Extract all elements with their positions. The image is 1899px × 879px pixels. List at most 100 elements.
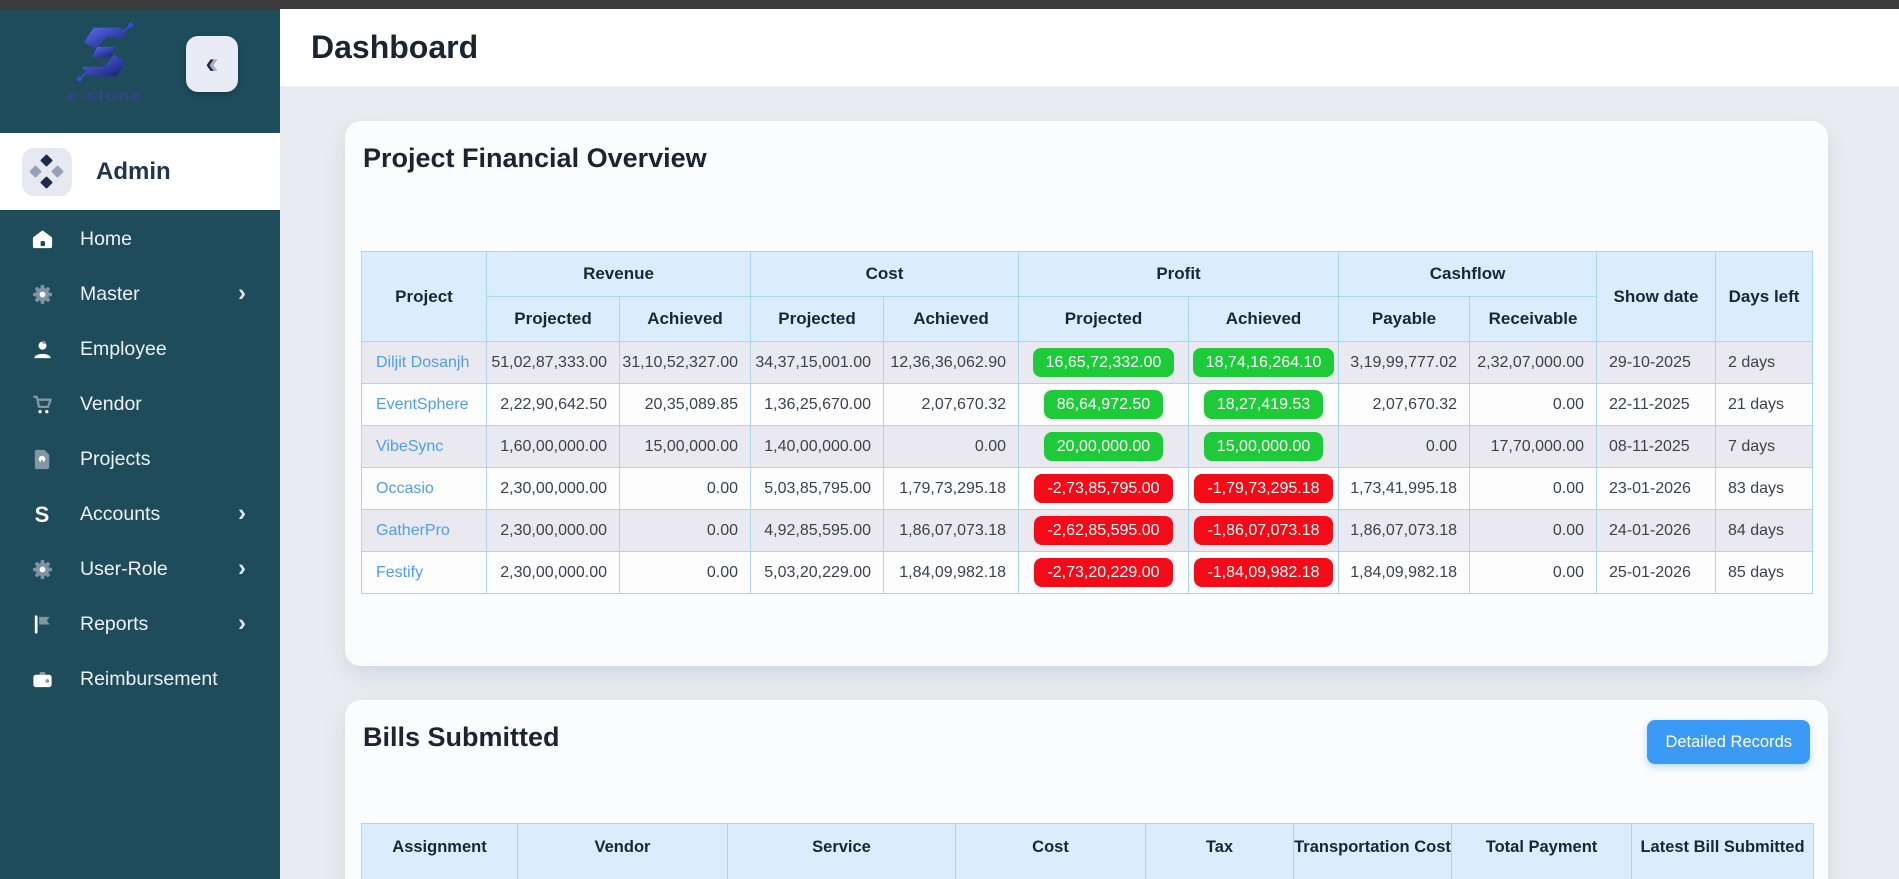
chevron-right-icon: › [238, 279, 246, 307]
app-logo: e-stone [40, 20, 170, 106]
cell-revenue-achieved: 15,00,000.00 [619, 425, 751, 468]
cell-payable: 1,86,07,073.18 [1338, 509, 1471, 552]
sub-header-payable: Payable [1338, 296, 1471, 342]
table-sub-header-row: Projected Achieved Projected Achieved Pr… [362, 296, 1813, 342]
sub-header-revenue-achieved: Achieved [619, 296, 751, 342]
profit-badge: 16,65,72,332.00 [1032, 347, 1175, 378]
sub-header-profit-achieved: Achieved [1187, 296, 1340, 342]
financial-overview-card: Project Financial Overview Project Reven… [345, 121, 1828, 666]
cell-profit-projected: -2,73,20,229.00 [1018, 551, 1189, 594]
cell-revenue-projected: 2,30,00,000.00 [486, 467, 620, 510]
project-link[interactable]: Festify [376, 563, 424, 581]
cell-receivable: 0.00 [1469, 383, 1598, 426]
cell-cost-achieved: 0.00 [883, 425, 1019, 468]
cell-show-date: 22-11-2025 [1596, 383, 1717, 426]
sub-header-profit-projected: Projected [1018, 296, 1189, 342]
cell-profit-achieved: -1,86,07,073.18 [1187, 509, 1340, 552]
sidebar-item-reimbursement[interactable]: Reimbursement [0, 652, 280, 707]
sidebar-item-master[interactable]: Master › [0, 267, 280, 322]
bills-table-header: Assignment Vendor Service Cost Tax Trans… [361, 823, 1814, 879]
cell-project: VibeSync [361, 425, 487, 468]
cell-project: Occasio [361, 467, 487, 510]
bills-submitted-card: Bills Submitted Detailed Records Assignm… [345, 700, 1828, 879]
bills-submitted-title: Bills Submitted [363, 722, 560, 752]
currency-icon: S [34, 501, 50, 527]
collapse-chevron-icon: ‹ [205, 47, 216, 80]
cell-profit-achieved: -1,84,09,982.18 [1187, 551, 1340, 594]
cell-cost-projected: 5,03,85,795.00 [750, 467, 884, 510]
cell-project: GatherPro [361, 509, 487, 552]
profit-badge: -2,73,20,229.00 [1034, 557, 1173, 588]
profit-badge: 15,00,000.00 [1203, 431, 1324, 462]
bills-col-transportation-cost: Transportation Cost [1293, 824, 1451, 879]
chevron-right-icon: › [238, 554, 246, 582]
cell-cost-achieved: 1,84,09,982.18 [883, 551, 1019, 594]
logo-wordmark: e-stone [67, 86, 143, 105]
sidebar-item-accounts[interactable]: S Accounts › [0, 487, 280, 542]
sidebar-item-reports[interactable]: Reports › [0, 597, 280, 652]
table-row: EventSphere 2,22,90,642.50 20,35,089.85 … [361, 383, 1814, 426]
cell-revenue-achieved: 0.00 [619, 509, 751, 552]
project-link[interactable]: Occasio [376, 479, 434, 497]
admin-diamonds-icon [22, 147, 72, 196]
project-link[interactable]: EventSphere [376, 395, 469, 413]
table-row: VibeSync 1,60,00,000.00 15,00,000.00 1,4… [361, 425, 1814, 468]
cell-cost-achieved: 12,36,36,062.90 [883, 341, 1019, 384]
cell-days-left: 83 days [1715, 467, 1814, 510]
cell-days-left: 2 days [1715, 341, 1814, 384]
bills-col-vendor: Vendor [517, 824, 727, 879]
wallet-icon [30, 668, 54, 692]
project-link[interactable]: Diljit Dosanjh [376, 353, 470, 371]
cell-show-date: 25-01-2026 [1596, 551, 1717, 594]
sidebar-item-label: User-Role [80, 558, 168, 580]
col-header-cashflow: Cashflow [1338, 251, 1598, 297]
cell-revenue-projected: 1,60,00,000.00 [486, 425, 620, 468]
cell-revenue-achieved: 20,35,089.85 [619, 383, 751, 426]
sidebar-nav: Home Master › Employee Vendor [0, 212, 280, 707]
cell-cost-achieved: 1,79,73,295.18 [883, 467, 1019, 510]
table-group-header-row: Project Revenue Cost Profit Cashflow Sho… [361, 251, 1814, 342]
sidebar-item-user-role[interactable]: User-Role › [0, 542, 280, 597]
sidebar-item-label: Reports [80, 613, 149, 635]
cell-cost-achieved: 1,86,07,073.18 [883, 509, 1019, 552]
cell-payable: 2,07,670.32 [1338, 383, 1471, 426]
sidebar-item-vendor[interactable]: Vendor [0, 377, 280, 432]
sidebar-collapse-button[interactable]: ‹ ‹ [186, 36, 238, 92]
page-title: Dashboard [311, 29, 479, 65]
cell-profit-projected: 86,64,972.50 [1018, 383, 1189, 426]
sidebar-item-home[interactable]: Home [0, 212, 280, 267]
sidebar-admin-row[interactable]: Admin [0, 133, 280, 210]
col-header-cost: Cost [750, 251, 1019, 297]
sub-header-cost-achieved: Achieved [883, 296, 1019, 342]
profit-badge: 20,00,000.00 [1043, 431, 1164, 462]
sidebar-item-employee[interactable]: Employee [0, 322, 280, 377]
financial-overview-title: Project Financial Overview [363, 143, 707, 173]
table-row: Diljit Dosanjh 51,02,87,333.00 31,10,52,… [361, 341, 1814, 384]
sidebar-item-label: Home [80, 228, 133, 250]
col-header-project: Project [361, 251, 487, 342]
col-header-show-date: Show date [1596, 251, 1717, 342]
chevron-right-icon: › [238, 609, 246, 637]
sidebar-item-projects[interactable]: Projects [0, 432, 280, 487]
cell-receivable: 2,32,07,000.00 [1469, 341, 1598, 384]
home-icon [30, 228, 54, 252]
cell-project: Festify [361, 551, 487, 594]
sidebar-item-label: Accounts [80, 503, 161, 525]
col-header-days-left: Days left [1715, 251, 1814, 342]
cell-payable: 1,84,09,982.18 [1338, 551, 1471, 594]
cell-cost-projected: 34,37,15,001.00 [750, 341, 884, 384]
bills-col-service: Service [727, 824, 955, 879]
cell-show-date: 23-01-2026 [1596, 467, 1717, 510]
detailed-records-button[interactable]: Detailed Records [1647, 720, 1810, 764]
table-row: Occasio 2,30,00,000.00 0.00 5,03,85,795.… [361, 467, 1814, 510]
project-link[interactable]: VibeSync [376, 437, 444, 455]
admin-label: Admin [96, 157, 171, 185]
bills-col-tax: Tax [1145, 824, 1293, 879]
project-link[interactable]: GatherPro [376, 521, 450, 539]
cell-revenue-achieved: 0.00 [619, 467, 751, 510]
cell-profit-projected: -2,62,85,595.00 [1018, 509, 1189, 552]
table-row: GatherPro 2,30,00,000.00 0.00 4,92,85,59… [361, 509, 1814, 552]
chevron-right-icon: › [238, 499, 246, 527]
cell-profit-achieved: 18,74,16,264.10 [1187, 341, 1340, 384]
cell-profit-projected: 16,65,72,332.00 [1018, 341, 1189, 384]
